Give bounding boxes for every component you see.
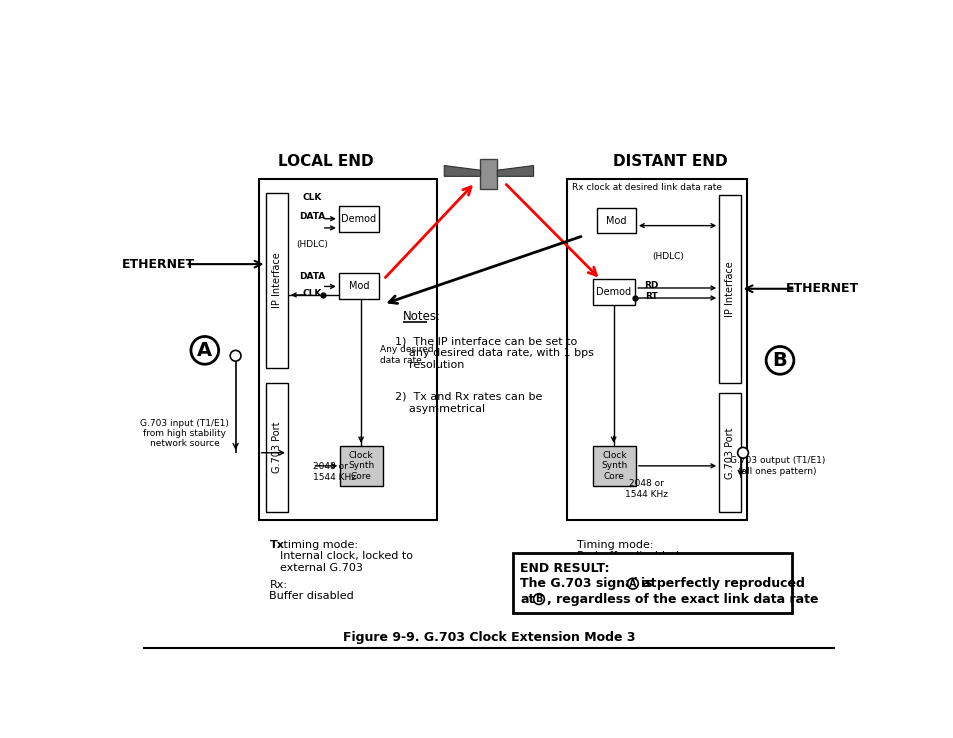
- Circle shape: [737, 447, 748, 458]
- Text: (HDLC): (HDLC): [296, 241, 328, 249]
- Text: ETHERNET: ETHERNET: [122, 258, 195, 271]
- Text: DATA: DATA: [299, 212, 325, 221]
- Text: (HDLC): (HDLC): [652, 252, 683, 261]
- Text: 2048 or
1544 KHz: 2048 or 1544 KHz: [313, 462, 355, 482]
- Text: CLK: CLK: [303, 289, 322, 298]
- Text: Clock
Synth
Core: Clock Synth Core: [600, 451, 627, 480]
- Text: RD: RD: [643, 281, 658, 290]
- Polygon shape: [497, 165, 533, 176]
- Text: Demod: Demod: [341, 214, 376, 224]
- Circle shape: [191, 337, 218, 365]
- Text: DATA: DATA: [299, 272, 325, 281]
- Text: 2)  Tx and Rx rates can be
    asymmetrical: 2) Tx and Rx rates can be asymmetrical: [395, 392, 542, 413]
- Text: RT: RT: [644, 292, 657, 301]
- Text: Clock
Synth
Core: Clock Synth Core: [348, 451, 374, 480]
- Text: G.703 input (T1/E1)
from high stability
network source: G.703 input (T1/E1) from high stability …: [140, 418, 229, 449]
- Text: DISTANT END: DISTANT END: [612, 154, 726, 169]
- Polygon shape: [444, 165, 480, 176]
- Text: CLK: CLK: [303, 193, 322, 201]
- Bar: [592, 446, 636, 486]
- Text: B: B: [535, 594, 542, 604]
- Text: A: A: [197, 341, 213, 360]
- Text: Tx: Tx: [269, 539, 284, 550]
- Text: G.703 Port: G.703 Port: [724, 427, 734, 478]
- Text: G.703 Port: G.703 Port: [272, 421, 282, 473]
- Text: ETHERNET: ETHERNET: [785, 282, 858, 295]
- Circle shape: [765, 347, 793, 374]
- Text: Mod: Mod: [606, 216, 626, 226]
- Bar: [719, 393, 740, 512]
- Text: 2048 or
1544 KHz: 2048 or 1544 KHz: [624, 479, 667, 499]
- Circle shape: [627, 579, 638, 589]
- Text: 1)  The IP interface can be set to
    any desired data rate, with 1 bps
    res: 1) The IP interface can be set to any de…: [395, 337, 593, 370]
- Text: END RESULT:: END RESULT:: [520, 562, 609, 575]
- Text: timing mode:
Internal clock, locked to
external G.703: timing mode: Internal clock, locked to e…: [280, 539, 413, 573]
- Bar: [597, 208, 636, 233]
- Bar: [338, 272, 378, 299]
- Bar: [266, 193, 288, 368]
- Bar: [480, 159, 497, 189]
- Text: LOCAL END: LOCAL END: [277, 154, 374, 169]
- Text: Timing mode:
Rx buffer disabled: Timing mode: Rx buffer disabled: [577, 539, 679, 562]
- Text: is perfectly reproduced: is perfectly reproduced: [640, 577, 804, 590]
- Circle shape: [533, 593, 544, 604]
- Text: A: A: [629, 579, 636, 589]
- Bar: [513, 553, 791, 613]
- Text: Figure 9-9. G.703 Clock Extension Mode 3: Figure 9-9. G.703 Clock Extension Mode 3: [342, 631, 635, 644]
- Bar: [338, 206, 378, 232]
- Text: The G.703 signal at: The G.703 signal at: [520, 577, 657, 590]
- Bar: [592, 279, 635, 305]
- Text: Rx:
Buffer disabled: Rx: Buffer disabled: [269, 580, 354, 601]
- Bar: [258, 179, 436, 520]
- Text: B: B: [772, 351, 786, 370]
- Bar: [340, 446, 382, 486]
- Bar: [266, 383, 288, 512]
- Text: G.703 output (T1/E1)
(all ones pattern): G.703 output (T1/E1) (all ones pattern): [729, 456, 824, 475]
- Bar: [566, 179, 746, 520]
- Bar: [719, 195, 740, 383]
- Text: at: at: [520, 593, 535, 606]
- Text: Any desired
data rate: Any desired data rate: [379, 345, 433, 365]
- Text: Mod: Mod: [348, 280, 369, 291]
- Text: Rx clock at desired link data rate: Rx clock at desired link data rate: [571, 183, 721, 193]
- Text: IP Interface: IP Interface: [724, 261, 734, 317]
- Circle shape: [230, 351, 241, 361]
- Text: IP Interface: IP Interface: [272, 252, 282, 308]
- Text: , regardless of the exact link data rate: , regardless of the exact link data rate: [546, 593, 818, 606]
- Text: Demod: Demod: [596, 287, 631, 297]
- Text: Notes:: Notes:: [402, 310, 440, 323]
